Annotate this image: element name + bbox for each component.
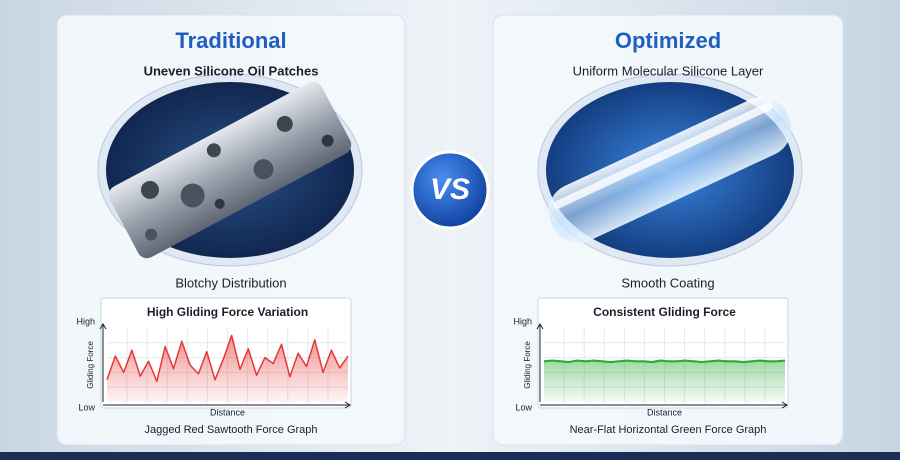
x-axis [540,401,788,409]
y-tick-label: High [76,316,95,326]
chart-title: High Gliding Force Variation [147,305,308,319]
right-image [537,73,803,267]
y-tick-label: Low [78,402,95,412]
y-axis [99,323,107,402]
panel-subheading: Uneven Silicone Oil Patches [144,63,319,78]
x-axis [103,401,351,409]
line-area [107,335,348,402]
y-axis-label: Gliding Force [523,341,532,389]
chart-title: Consistent Gliding Force [593,305,736,319]
vs-badge [410,150,490,230]
line-area [544,360,785,402]
line [106,334,349,383]
panel-subheading: Uniform Molecular Silicone Layer [573,63,764,78]
chart-caption: Jagged Red Sawtooth Force Graph [144,424,317,436]
left-image [97,73,363,267]
x-axis-label: Distance [647,407,682,417]
panel-heading: Traditional [175,28,286,53]
line [543,359,786,364]
panel-heading: Optimized [615,28,721,53]
y-axis [536,323,544,402]
y-tick-label: High [513,316,532,326]
y-tick-label: Low [515,402,532,412]
y-axis-label: Gliding Force [86,341,95,389]
image-caption: Blotchy Distribution [175,275,286,290]
x-axis-label: Distance [210,407,245,417]
chart-caption: Near-Flat Horizontal Green Force Graph [570,424,767,436]
bottom-bar [0,452,900,460]
image-caption: Smooth Coating [621,275,714,290]
vs-label: VS [430,173,470,206]
